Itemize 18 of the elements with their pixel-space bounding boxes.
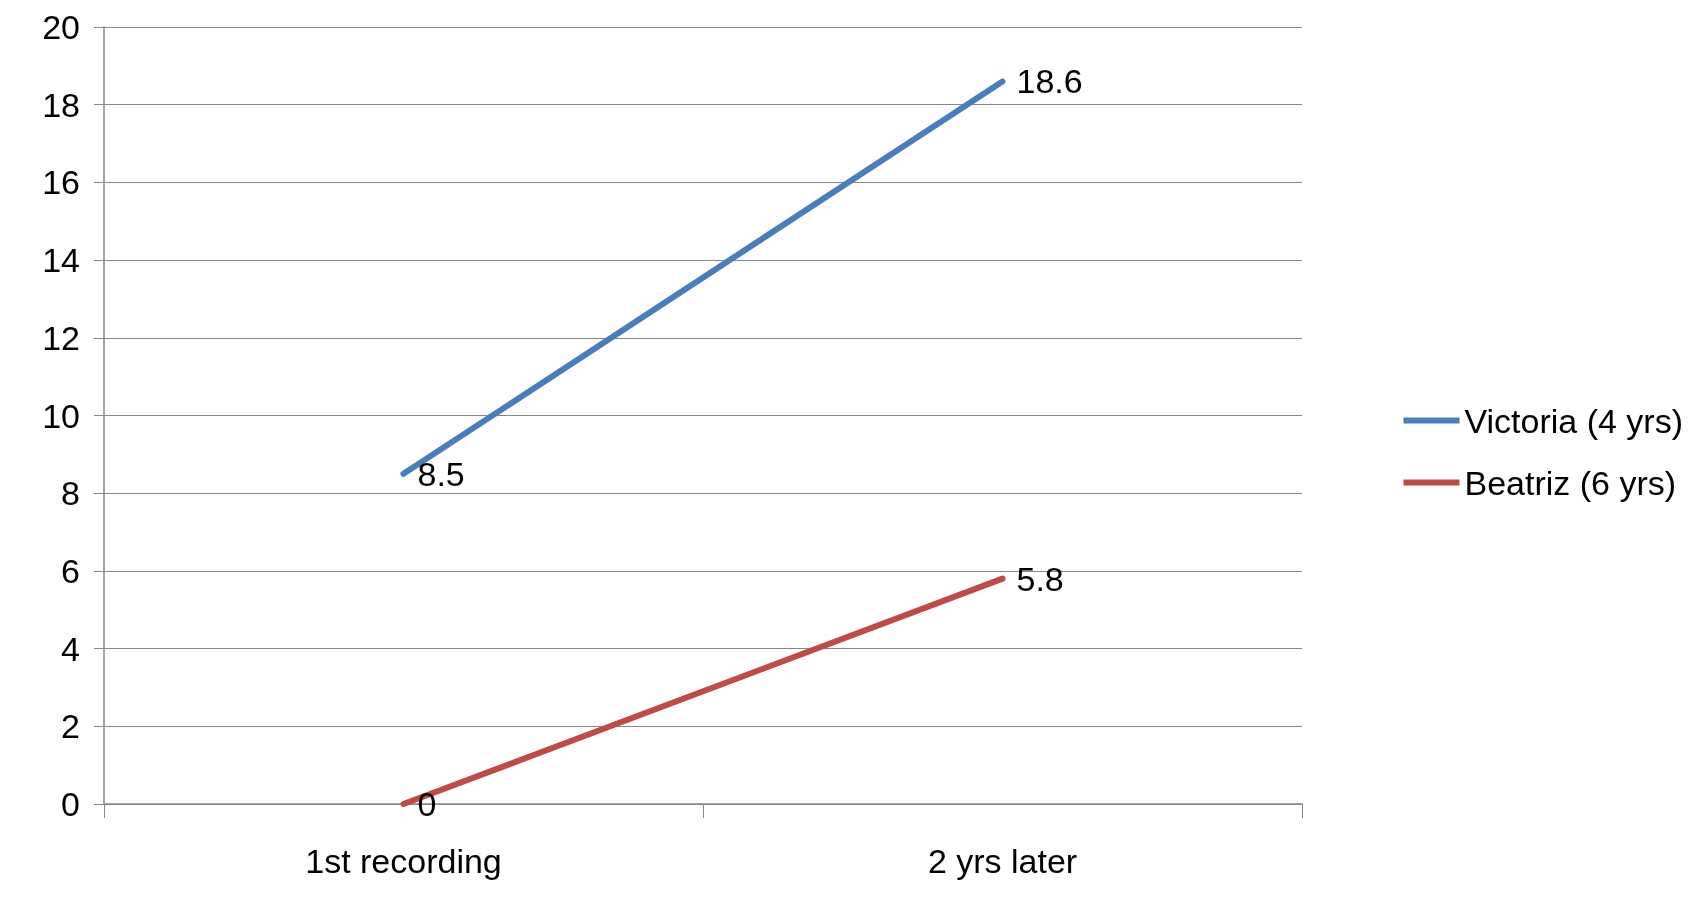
data-label: 5.8 [1016,559,1064,598]
y-tick-label: 20 [42,8,80,46]
y-tick-label: 18 [42,85,80,124]
x-tick-label: 1st recording [305,842,502,880]
y-tick-label: 4 [61,629,80,668]
y-tick-label: 0 [61,785,80,823]
data-label: 18.6 [1016,62,1083,101]
y-tick-label: 16 [42,163,80,202]
y-tick-label: 8 [61,474,80,513]
y-tick-label: 12 [42,318,80,357]
y-tick-label: 2 [61,707,80,746]
y-tick-label: 6 [61,551,80,590]
y-tick-label: 10 [42,396,80,435]
data-label: 8.5 [417,454,465,493]
legend-label: Victoria (4 yrs) [1464,401,1683,440]
legend-label: Beatriz (6 yrs) [1464,463,1677,502]
x-tick-label: 2 yrs later [927,842,1078,880]
y-tick-label: 14 [42,241,80,280]
